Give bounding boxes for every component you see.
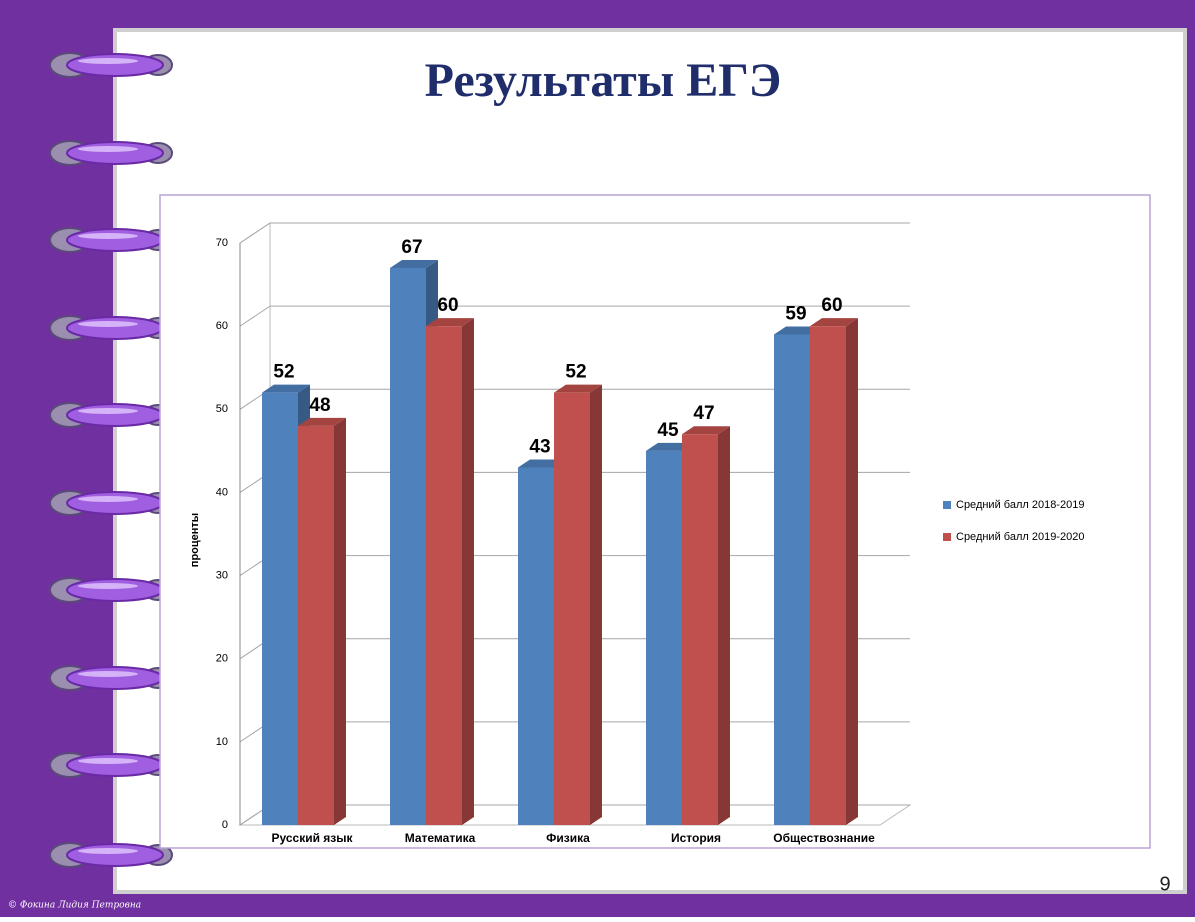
y-tick-label: 30 bbox=[216, 569, 228, 581]
slide: Результаты ЕГЭ проценты 9 © Фокина Лидия… bbox=[0, 0, 1195, 917]
data-label: 48 bbox=[309, 395, 330, 416]
ring-shine bbox=[78, 848, 138, 854]
ring bbox=[67, 404, 163, 426]
y-axis-label: проценты bbox=[189, 513, 201, 567]
page: Результаты ЕГЭ проценты 9 © Фокина Лидия… bbox=[0, 0, 1195, 922]
bar bbox=[298, 426, 334, 825]
bar-side bbox=[590, 385, 602, 825]
slide-title: Результаты ЕГЭ bbox=[425, 54, 782, 107]
ring-shine bbox=[78, 58, 138, 64]
y-tick-label: 0 bbox=[222, 819, 228, 831]
ring bbox=[67, 579, 163, 601]
ring-shine bbox=[78, 758, 138, 764]
bar bbox=[774, 334, 810, 825]
bar-side bbox=[334, 418, 346, 825]
bar bbox=[426, 326, 462, 825]
bar-side bbox=[462, 318, 474, 825]
bar-side bbox=[718, 426, 730, 825]
ring bbox=[67, 229, 163, 251]
legend-swatch bbox=[943, 533, 951, 541]
x-tick-label: Физика bbox=[546, 831, 590, 845]
legend-label: Средний балл 2018-2019 bbox=[956, 499, 1084, 511]
legend-swatch bbox=[943, 501, 951, 509]
ring bbox=[67, 142, 163, 164]
y-tick-label: 50 bbox=[216, 403, 228, 415]
y-tick-label: 20 bbox=[216, 653, 228, 665]
ring-shine bbox=[78, 146, 138, 152]
data-label: 67 bbox=[401, 237, 422, 258]
data-label: 45 bbox=[657, 420, 679, 441]
ring bbox=[67, 844, 163, 866]
ring bbox=[67, 54, 163, 76]
ring-shine bbox=[78, 496, 138, 502]
bar bbox=[554, 393, 590, 825]
bar bbox=[518, 467, 554, 825]
ring bbox=[67, 317, 163, 339]
ring bbox=[67, 492, 163, 514]
data-label: 59 bbox=[785, 303, 806, 324]
page-number: 9 bbox=[1159, 873, 1170, 895]
bar bbox=[390, 268, 426, 825]
data-label: 60 bbox=[437, 295, 458, 316]
credit: © Фокина Лидия Петровна bbox=[8, 901, 141, 911]
bar bbox=[810, 326, 846, 825]
data-label: 60 bbox=[821, 295, 842, 316]
y-tick-label: 70 bbox=[216, 237, 228, 249]
x-tick-label: История bbox=[671, 831, 721, 845]
y-tick-label: 10 bbox=[216, 736, 228, 748]
legend-label: Средний балл 2019-2020 bbox=[956, 531, 1084, 543]
x-tick-label: Русский язык bbox=[271, 831, 353, 845]
bar-side bbox=[846, 318, 858, 825]
ring-shine bbox=[78, 321, 138, 327]
ring bbox=[67, 667, 163, 689]
x-tick-label: Обществознание bbox=[773, 831, 875, 845]
data-label: 52 bbox=[565, 362, 586, 383]
data-label: 43 bbox=[529, 437, 550, 458]
ring-shine bbox=[78, 671, 138, 677]
data-label: 52 bbox=[273, 362, 294, 383]
bar bbox=[682, 434, 718, 825]
bar bbox=[262, 393, 298, 825]
ring-shine bbox=[78, 408, 138, 414]
x-tick-label: Математика bbox=[405, 831, 476, 845]
ring-shine bbox=[78, 583, 138, 589]
data-label: 47 bbox=[693, 403, 714, 424]
bar bbox=[646, 451, 682, 825]
y-tick-label: 60 bbox=[216, 320, 228, 332]
ring bbox=[67, 754, 163, 776]
y-tick-label: 40 bbox=[216, 486, 228, 498]
ring-shine bbox=[78, 233, 138, 239]
